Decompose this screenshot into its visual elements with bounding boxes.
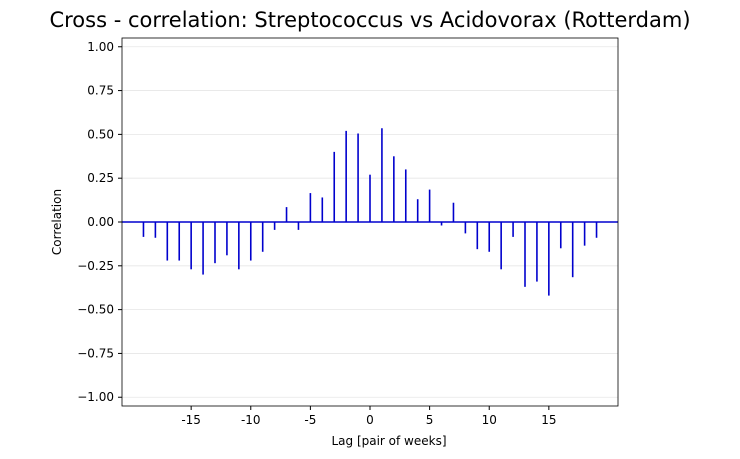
y-tick-label: 0.50 bbox=[87, 127, 114, 141]
plot-frame bbox=[121, 37, 619, 407]
y-tick-label: 0.75 bbox=[87, 84, 114, 98]
x-tick-label: 15 bbox=[541, 413, 556, 427]
x-tick-label: 10 bbox=[482, 413, 497, 427]
y-tick-label: −0.75 bbox=[77, 346, 114, 360]
y-tick-label: −0.25 bbox=[77, 259, 114, 273]
chart-title: Cross - correlation: Streptococcus vs Ac… bbox=[49, 8, 690, 32]
y-tick-label: −0.50 bbox=[77, 303, 114, 317]
y-tick-label: 1.00 bbox=[87, 40, 114, 54]
x-tick-label: -10 bbox=[241, 413, 261, 427]
y-tick-label: 0.00 bbox=[87, 215, 114, 229]
y-axis-label: Correlation bbox=[50, 189, 64, 255]
x-tick-label: 5 bbox=[426, 413, 434, 427]
y-tick-label: 0.25 bbox=[87, 171, 114, 185]
x-tick-label: -15 bbox=[181, 413, 201, 427]
x-tick-label: -5 bbox=[304, 413, 316, 427]
x-axis-label: Lag [pair of weeks] bbox=[331, 434, 446, 448]
x-tick-label: 0 bbox=[366, 413, 374, 427]
y-tick-label: −1.00 bbox=[77, 390, 114, 404]
